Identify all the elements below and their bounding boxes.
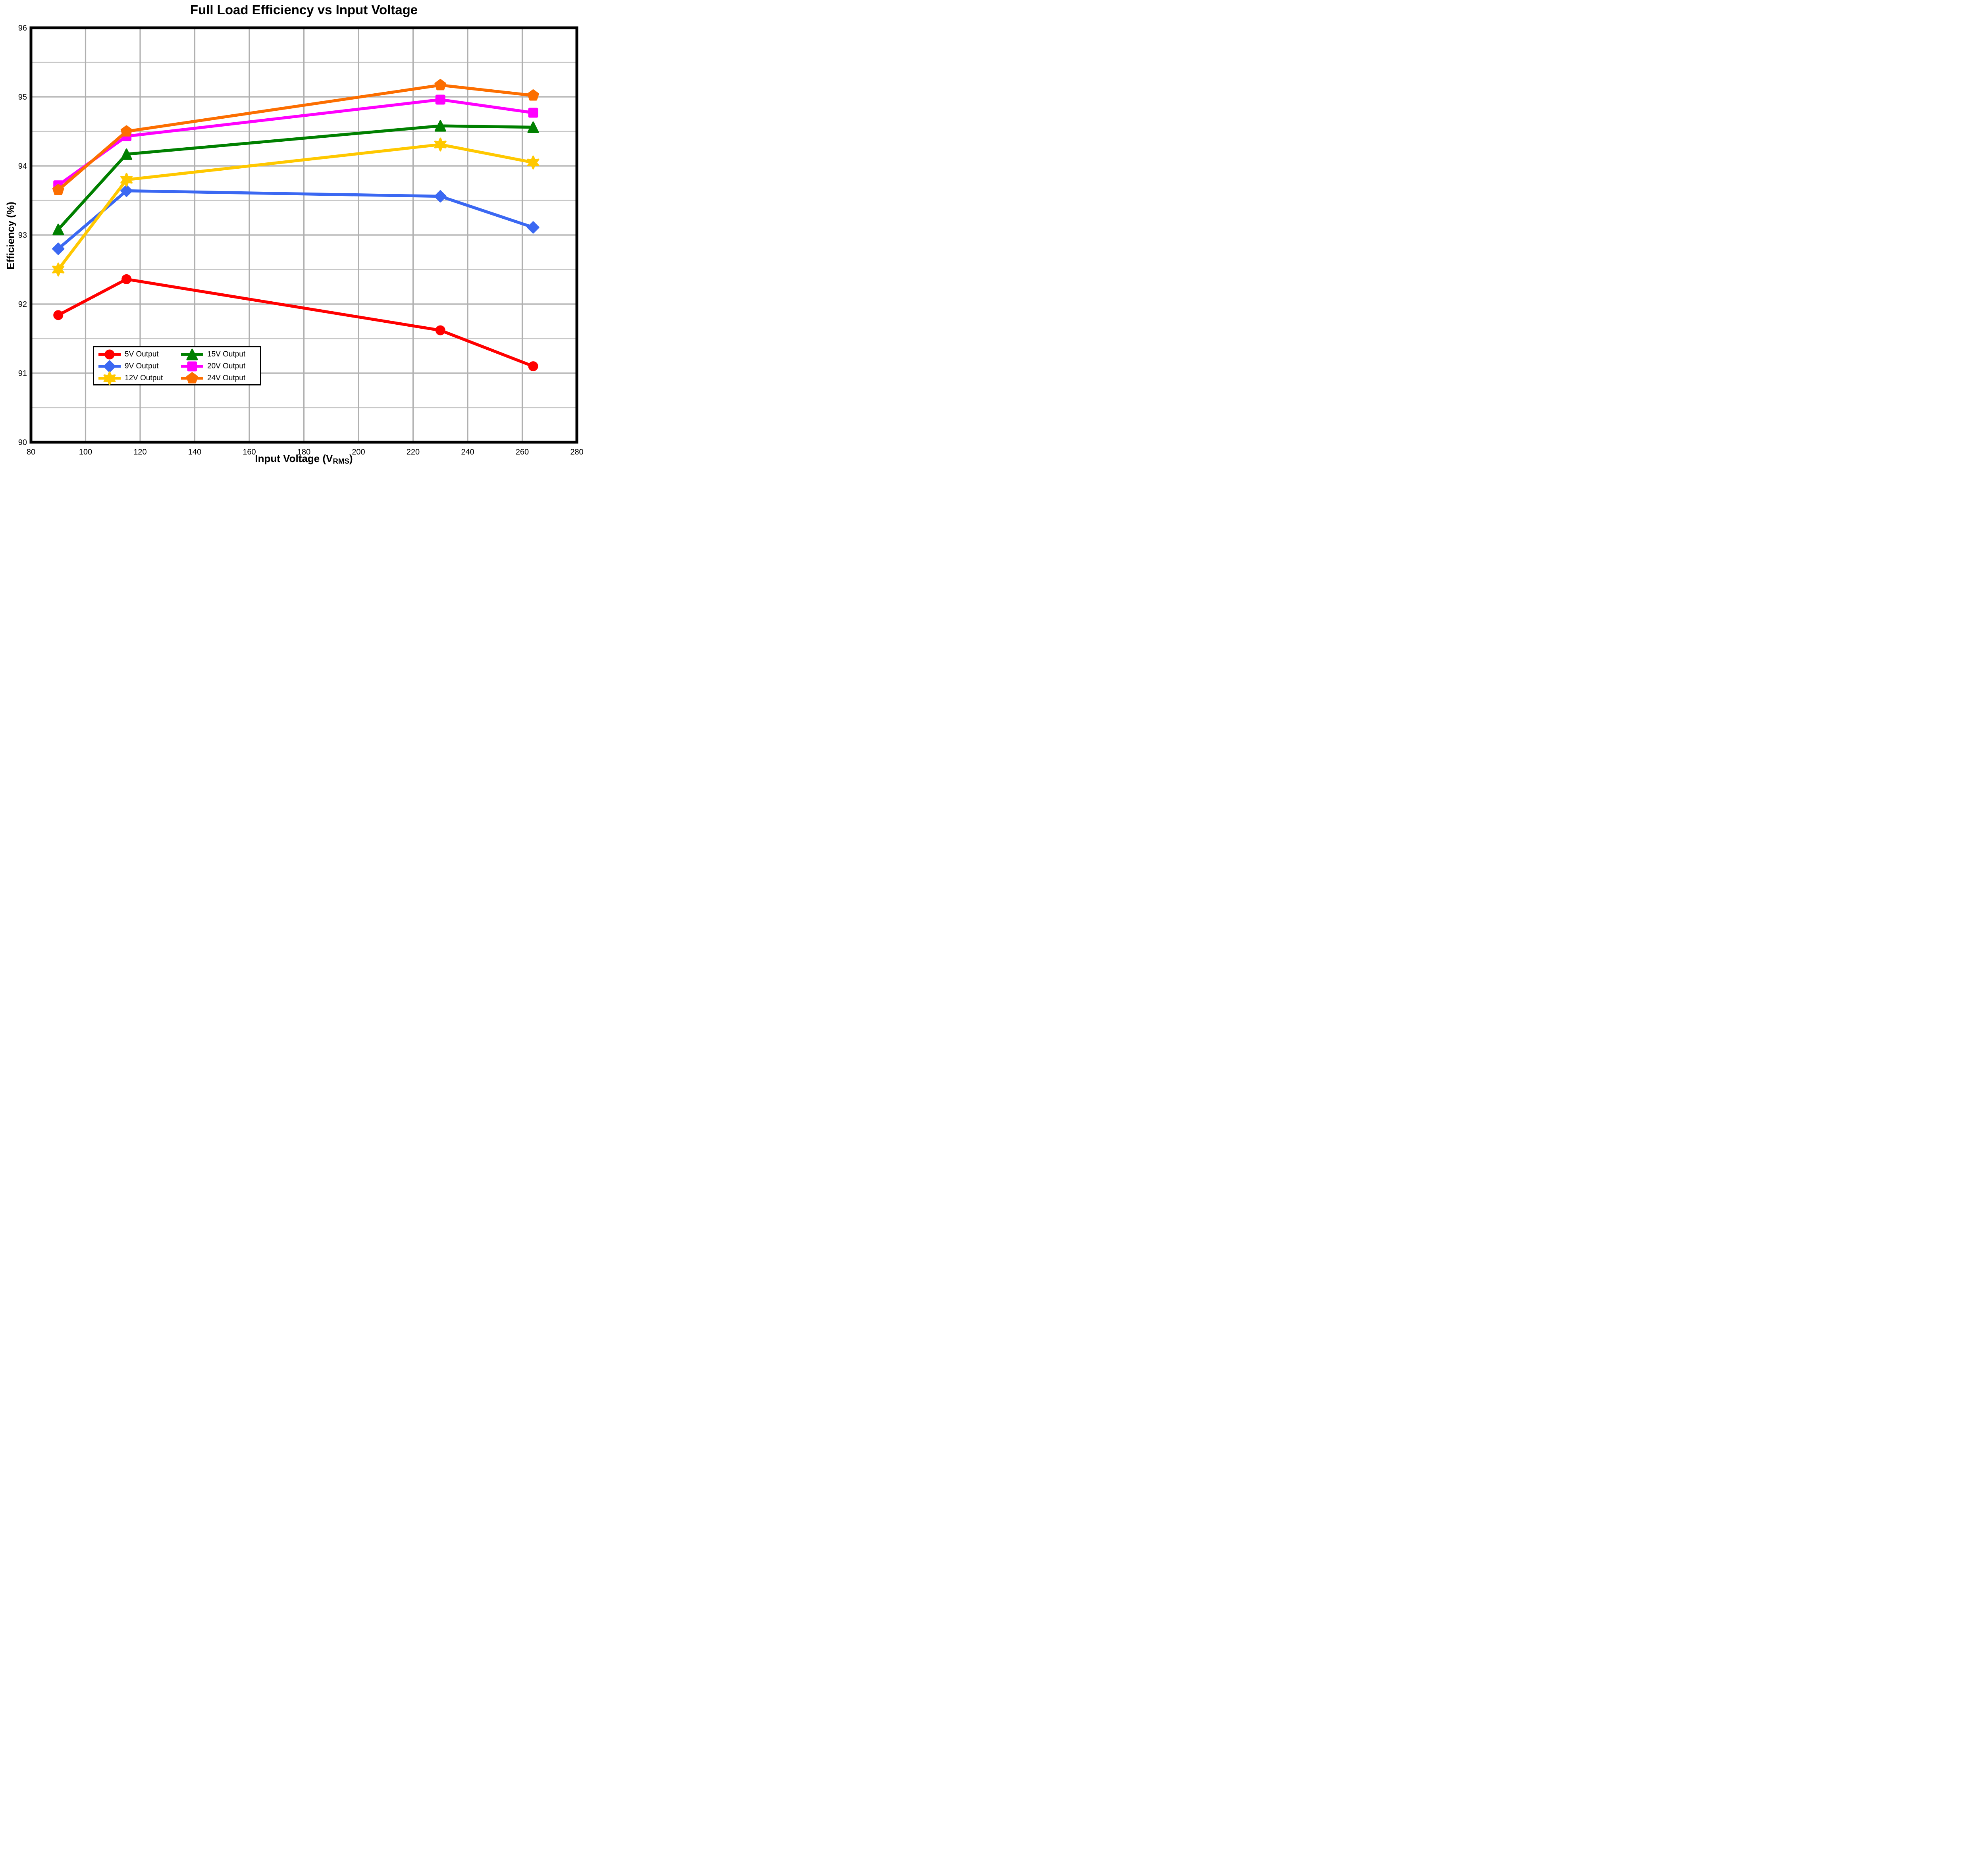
legend: 5V Output 9V Output 12V Output 15V Outpu… (93, 346, 261, 385)
legend-entry-9v-output[interactable]: 9V Output (98, 360, 174, 373)
data-point-9v-output-115 (120, 185, 133, 197)
legend-label: 24V Output (207, 374, 246, 382)
x-tick-label-280: 280 (570, 448, 583, 456)
y-axis-title: Efficiency (%) (4, 202, 17, 270)
legend-label: 20V Output (207, 362, 246, 370)
series-line-24v-output (57, 83, 535, 192)
legend-entry-15v-output[interactable]: 15V Output (181, 349, 257, 360)
legend-label: 15V Output (207, 350, 246, 358)
data-point-5v-output-230 (435, 325, 445, 335)
plot-border (29, 26, 578, 444)
legend-marker-9v-output-diamond-icon (98, 360, 121, 373)
data-point-15v-output-230 (434, 120, 446, 132)
x-axis-title: Input Voltage (VRMS) (31, 453, 577, 466)
series-line-9v-output (57, 189, 535, 250)
series-markers-9v-output (52, 185, 540, 255)
data-point-24v-output-264 (527, 89, 539, 101)
legend-entry-12v-output[interactable]: 12V Output (98, 371, 174, 385)
legend-label: 9V Output (125, 362, 159, 370)
series-markers-15v-output (52, 120, 539, 235)
legend-entry-24v-output[interactable]: 24V Output (181, 372, 257, 384)
data-point-15v-output-115 (121, 148, 133, 160)
series-markers-12v-output (52, 137, 540, 277)
series-markers-24v-output (52, 79, 539, 195)
data-point-9v-output-264 (527, 221, 540, 234)
y-tick-label-96: 96 (18, 24, 27, 33)
chart-page: 80 100 120 140 160 180 200 220 240 260 280 90 91 92 93… (0, 0, 588, 469)
x-tick-label-100: 100 (79, 448, 92, 456)
x-tick-label-200: 200 (352, 448, 365, 456)
series-12v-output (52, 137, 540, 277)
series-line-12v-output (57, 143, 535, 271)
data-point-20v-output-230 (435, 94, 445, 105)
legend-marker-15v-output-triangle-icon (181, 349, 204, 360)
legend-label: 12V Output (125, 374, 163, 382)
x-tick-label-120: 120 (133, 448, 146, 456)
x-axis-title-sub: RMS (333, 457, 349, 466)
y-tick-labels: 90 91 92 93 94 95 96 (18, 24, 27, 447)
x-axis-title-close: ) (349, 453, 353, 464)
data-point-24v-output-90 (52, 184, 64, 195)
data-point-12v-output-230 (434, 137, 447, 152)
series-24v-output (52, 79, 539, 195)
data-point-5v-output-115 (121, 274, 132, 284)
data-point-15v-output-264 (527, 121, 539, 133)
data-point-12v-output-264 (527, 155, 540, 169)
data-point-24v-output-230 (434, 79, 447, 91)
series-15v-output (52, 120, 539, 235)
x-axis-title-main: Input Voltage (V (255, 453, 333, 464)
data-point-12v-output-115 (120, 173, 133, 187)
series-line-20v-output (57, 98, 535, 187)
data-point-15v-output-90 (52, 223, 64, 235)
data-point-5v-output-90 (53, 310, 64, 320)
x-tick-label-80: 80 (27, 448, 35, 456)
legend-marker-20v-output-square-icon (181, 360, 204, 372)
y-tick-label-94: 94 (18, 162, 27, 171)
x-tick-label-180: 180 (297, 448, 310, 456)
data-point-12v-output-90 (52, 262, 65, 277)
x-tick-label-260: 260 (516, 448, 529, 456)
data-point-20v-output-264 (528, 108, 538, 118)
x-tick-label-160: 160 (243, 448, 256, 456)
series-5v-output (53, 274, 538, 372)
series-9v-output (52, 185, 540, 255)
legend-marker-12v-output-star-icon (98, 371, 121, 385)
chart-canvas: 80 100 120 140 160 180 200 220 240 260 280 90 91 92 93… (18, 24, 584, 456)
data-point-9v-output-90 (52, 243, 65, 255)
y-tick-label-91: 91 (18, 369, 27, 378)
legend-label: 5V Output (125, 350, 159, 358)
series-line-15v-output (57, 124, 535, 231)
y-tick-label-95: 95 (18, 93, 27, 102)
series-line-5v-output (57, 277, 535, 368)
legend-marker-24v-output-pentagon-icon (181, 372, 204, 384)
legend-marker-5v-output-circle-icon (98, 349, 121, 360)
data-point-9v-output-230 (434, 190, 447, 203)
legend-entry-20v-output[interactable]: 20V Output (181, 360, 257, 372)
x-tick-label-140: 140 (188, 448, 201, 456)
x-tick-label-240: 240 (461, 448, 474, 456)
data-point-5v-output-264 (528, 361, 538, 372)
x-tick-labels: 80 100 120 140 160 180 200 220 240 260 280 (27, 448, 584, 456)
series-markers-5v-output (53, 274, 538, 372)
x-tick-label-220: 220 (407, 448, 420, 456)
y-tick-label-93: 93 (18, 231, 27, 240)
chart-title: Full Load Efficiency vs Input Voltage (190, 2, 418, 17)
y-tick-label-90: 90 (18, 438, 27, 447)
legend-entry-5v-output[interactable]: 5V Output (98, 349, 174, 360)
y-tick-label-92: 92 (18, 300, 27, 309)
data-point-24v-output-115 (120, 125, 133, 137)
